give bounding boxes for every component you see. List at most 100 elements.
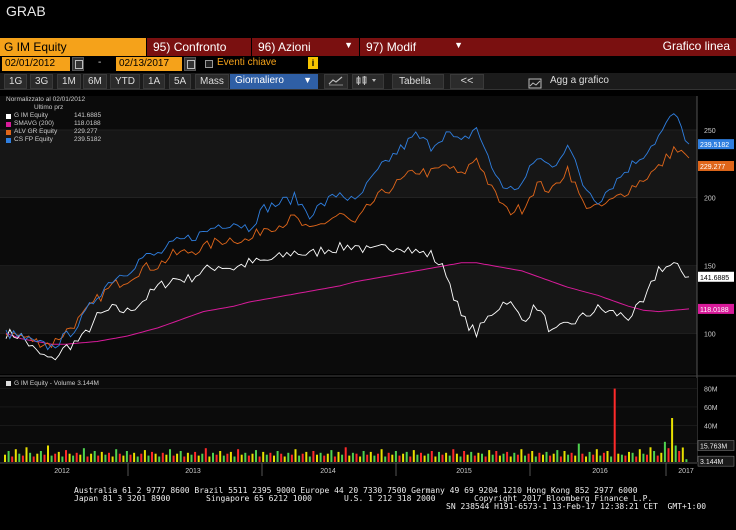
add-to-chart-button[interactable]: Agg a grafico (546, 74, 706, 89)
chevron-down-icon: ▼ (303, 75, 312, 85)
volume-bar (470, 451, 473, 462)
volume-bar (484, 456, 487, 462)
volume-bar (316, 454, 318, 462)
line-chart-icon[interactable] (324, 74, 348, 89)
period-1a[interactable]: 1A (143, 74, 166, 89)
legend-name: G IM Equity (14, 112, 48, 119)
volume-legend-swatch (6, 381, 11, 386)
volume-bar (301, 453, 304, 462)
info-icon[interactable]: i (308, 57, 318, 69)
volume-bar (7, 451, 10, 462)
volume-bar (90, 453, 93, 462)
candlestick-icon[interactable] (352, 74, 384, 89)
volume-bar (215, 454, 218, 462)
security-field[interactable]: G IM Equity (0, 38, 146, 56)
volume-bar (93, 451, 96, 462)
price-grid (0, 96, 698, 462)
volume-bar (43, 454, 46, 462)
volume-bar (495, 451, 498, 462)
volume-bar (567, 454, 570, 462)
period-max[interactable]: Mass (195, 74, 229, 89)
period-1m[interactable]: 1M (57, 74, 81, 89)
period-5a[interactable]: 5A (169, 74, 192, 89)
volume-bar (631, 452, 634, 462)
volume-bar (172, 455, 175, 462)
legend-item[interactable]: CS FP Equity 239.5182 (6, 136, 146, 144)
volume-bar (653, 451, 656, 462)
legend-name: CS FP Equity (14, 136, 53, 143)
volume-bar (663, 441, 666, 462)
actions-menu[interactable]: 96) Azioni ▼ (251, 38, 359, 56)
period-ytd[interactable]: YTD (110, 74, 140, 89)
window-title: GRAB (6, 3, 46, 19)
volume-legend: G IM Equity - Volume 3.144M (6, 380, 99, 387)
volume-last-tag-bg (697, 440, 735, 451)
volume-bar (201, 453, 204, 462)
volume-bar (660, 452, 663, 462)
volume-bar (125, 451, 128, 462)
title-bar (0, 0, 736, 38)
price-tick-label: 200 (704, 196, 716, 203)
volume-bar (294, 449, 297, 462)
volume-bar (646, 454, 648, 462)
volume-bar (667, 448, 670, 462)
volume-bar (434, 456, 437, 462)
series-line (5, 262, 690, 345)
volume-bar (620, 454, 623, 462)
volume-bar (29, 452, 32, 462)
volume-bar (143, 450, 146, 462)
events-checkbox[interactable] (205, 60, 213, 68)
volume-bar (588, 451, 591, 462)
footer-copyright: Copyright 2017 Bloomberg Finance L.P. (474, 494, 653, 503)
volume-bar (423, 455, 426, 462)
frequency-dropdown[interactable]: Giornaliero ▼ (230, 74, 318, 89)
legend-value: 239.5182 (74, 136, 102, 143)
volume-bar (39, 451, 42, 462)
volume-bar (473, 455, 476, 462)
x-tick-label: 2013 (185, 468, 201, 475)
volume-bar (405, 451, 408, 462)
volume-bar (542, 454, 544, 462)
volume-bar (323, 455, 326, 462)
end-date-input[interactable]: 02/13/2017 (116, 57, 182, 71)
volume-bar (183, 456, 186, 462)
volume-bar (262, 451, 265, 462)
volume-bar (574, 455, 577, 462)
start-date-input[interactable]: 02/01/2012 (2, 57, 70, 71)
series-line (5, 241, 690, 361)
calendar-icon[interactable] (184, 57, 196, 71)
volume-bar (194, 451, 197, 462)
edit-menu[interactable]: 97) Modif ▼ (359, 38, 469, 56)
volume-bar (97, 455, 100, 462)
legend-item[interactable]: ALV GR Equity 229.277 (6, 128, 146, 136)
legend-item[interactable]: SMAVG (200) 118.0188 (6, 120, 146, 128)
price-chart[interactable]: 100150200250239.5182229.277141.6885118.0… (0, 92, 736, 485)
table-button[interactable]: Tabella (392, 74, 444, 89)
volume-bar (118, 453, 121, 462)
volume-bar (136, 456, 139, 462)
legend-name: SMAVG (200) (14, 120, 54, 127)
footer-line-1: Australia 61 2 9777 8600 Brazil 5511 239… (74, 486, 638, 495)
period-6m[interactable]: 6M (83, 74, 107, 89)
volume-bar (685, 459, 688, 462)
compare-menu[interactable]: 95) Confronto (146, 38, 251, 56)
date-separator: - (98, 57, 102, 68)
collapse-button[interactable]: << (450, 74, 484, 89)
actions-menu-number: 96) (258, 40, 276, 54)
period-3g[interactable]: 3G (30, 74, 54, 89)
g-last-tag-bg (698, 271, 734, 282)
price-axis: 100 150 200 250 239.5182 229.277 141.6885 118.0… (698, 128, 734, 338)
footer-japan: Japan 81 3 3201 8900 (74, 494, 171, 503)
volume-bar (577, 443, 580, 462)
legend-item[interactable]: G IM Equity 141.6885 (6, 112, 146, 120)
events-label: Eventi chiave (217, 57, 277, 68)
volume-bar (158, 456, 161, 462)
volume-bar (674, 445, 677, 462)
volume-tick-label: 40M (704, 423, 718, 430)
volume-last-tag: 3.144M (700, 459, 724, 466)
volume-bar (212, 452, 214, 462)
calendar-icon[interactable] (72, 57, 84, 71)
period-1g[interactable]: 1G (4, 74, 28, 89)
volume-bar (82, 448, 85, 462)
